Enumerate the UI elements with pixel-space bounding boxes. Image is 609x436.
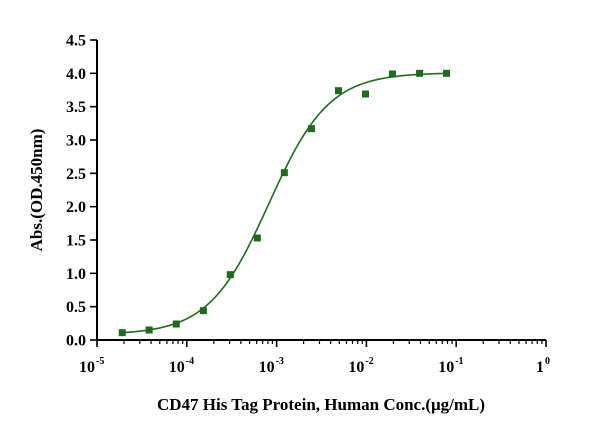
x-axis-title: CD47 His Tag Protein, Human Conc.(μg/mL) (157, 395, 485, 414)
y-tick-label: 2.5 (66, 166, 86, 183)
x-tick-label-base: 1 (536, 359, 544, 376)
data-point (388, 70, 396, 78)
data-point (307, 125, 315, 133)
data-point (199, 307, 207, 315)
y-tick-label: 3.0 (66, 133, 86, 150)
x-tick-label-base: 10 (169, 359, 185, 376)
y-tick-label: 3.5 (66, 99, 86, 116)
x-tick-label-base: 10 (79, 359, 95, 376)
data-points (118, 69, 451, 337)
x-tick-label-exponent: -2 (365, 356, 373, 367)
y-tick-label: 4.0 (66, 66, 86, 83)
y-axis: 0.0 0.5 1.0 1.5 2.0 2.5 3.0 3.5 4.0 4.5 (66, 33, 98, 350)
y-axis-title: Abs.(OD.450nm) (27, 129, 46, 252)
y-tick-label: 0.5 (66, 299, 86, 316)
y-tick-label: 1.5 (66, 233, 86, 250)
x-tick-label-exponent: -3 (276, 356, 284, 367)
data-point (334, 87, 342, 95)
data-point (280, 169, 288, 177)
data-point (118, 329, 126, 337)
data-point (145, 326, 153, 334)
x-tick-label-base: 10 (348, 359, 364, 376)
y-tick-label: 2.0 (66, 199, 86, 216)
data-point (443, 69, 451, 77)
data-point (361, 90, 369, 98)
y-tick-label: 1.0 (66, 266, 86, 283)
y-tick-label: 4.5 (66, 33, 86, 50)
data-point (172, 320, 180, 328)
x-tick-label-exponent: -1 (455, 356, 463, 367)
y-tick-label: 0.0 (66, 333, 86, 350)
y-axis-ticks: 0.0 0.5 1.0 1.5 2.0 2.5 3.0 3.5 4.0 4.5 (66, 33, 97, 350)
x-tick-label-base: 10 (259, 359, 275, 376)
x-tick-label-exponent: -5 (96, 356, 104, 367)
x-tick-label-exponent: 0 (545, 356, 550, 367)
x-axis: 10 -5 10 -4 10 -3 10 -2 10 -1 1 0 (79, 339, 550, 376)
fit-curve (122, 72, 447, 334)
x-tick-label-base: 10 (438, 359, 454, 376)
x-tick-label-exponent: -4 (186, 356, 194, 367)
data-point (416, 69, 424, 77)
data-point (253, 234, 261, 242)
data-point (226, 271, 234, 279)
x-axis-ticks: 10 -5 10 -4 10 -3 10 -2 10 -1 1 0 (79, 340, 550, 376)
